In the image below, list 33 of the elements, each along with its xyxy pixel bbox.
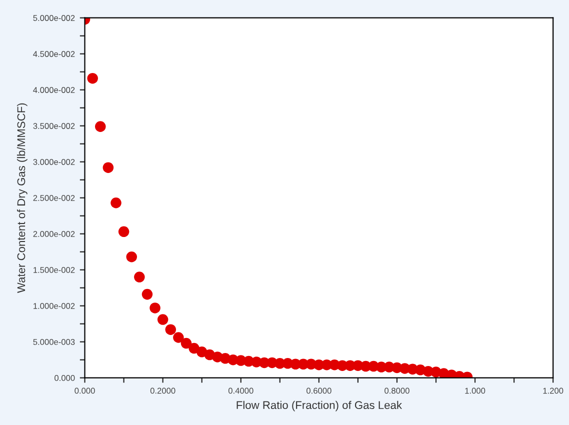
point <box>134 272 145 282</box>
point <box>95 121 106 132</box>
y-tick-label: 3.000e-002 <box>33 159 75 165</box>
point <box>180 338 192 349</box>
y-tick-label: 3.500e-002 <box>33 123 75 129</box>
point <box>87 72 98 84</box>
x-tick-label: 1.200 <box>543 388 564 394</box>
y-tick-label: 2.000e-002 <box>33 231 75 237</box>
point <box>157 314 168 325</box>
point <box>110 198 122 208</box>
point <box>118 226 130 238</box>
y-tick-label: 4.500e-002 <box>33 51 75 57</box>
x-tick-label: 0.6000 <box>306 388 332 394</box>
y-tick-label: 5.000e-003 <box>33 339 75 345</box>
x-tick-label: 1.000 <box>465 388 486 394</box>
y-tick-label: 2.500e-002 <box>33 195 75 201</box>
point <box>102 162 114 173</box>
x-tick-label: 0.2000 <box>150 388 176 394</box>
x-tick-label: 0.4000 <box>228 388 254 394</box>
point <box>150 302 160 314</box>
point <box>165 324 176 335</box>
x-tick-label: 0.000 <box>74 388 95 394</box>
x-axis-title: Flow Ratio (Fraction) of Gas Leak <box>236 400 402 412</box>
y-tick-label: 0.000 <box>54 375 75 381</box>
point <box>173 332 184 343</box>
y-tick-label: 1.500e-002 <box>34 267 75 273</box>
y-tick-label: 4.000e-002 <box>33 87 75 93</box>
x-tick-label: 0.8000 <box>384 388 410 394</box>
y-axis-title: Water Content of Dry Gas (lb/MMSCF) <box>16 103 28 293</box>
y-tick-label: 1.000e-002 <box>34 303 75 309</box>
y-tick-label: 5.000e-002 <box>33 15 75 21</box>
point <box>126 251 137 262</box>
point <box>142 288 153 300</box>
